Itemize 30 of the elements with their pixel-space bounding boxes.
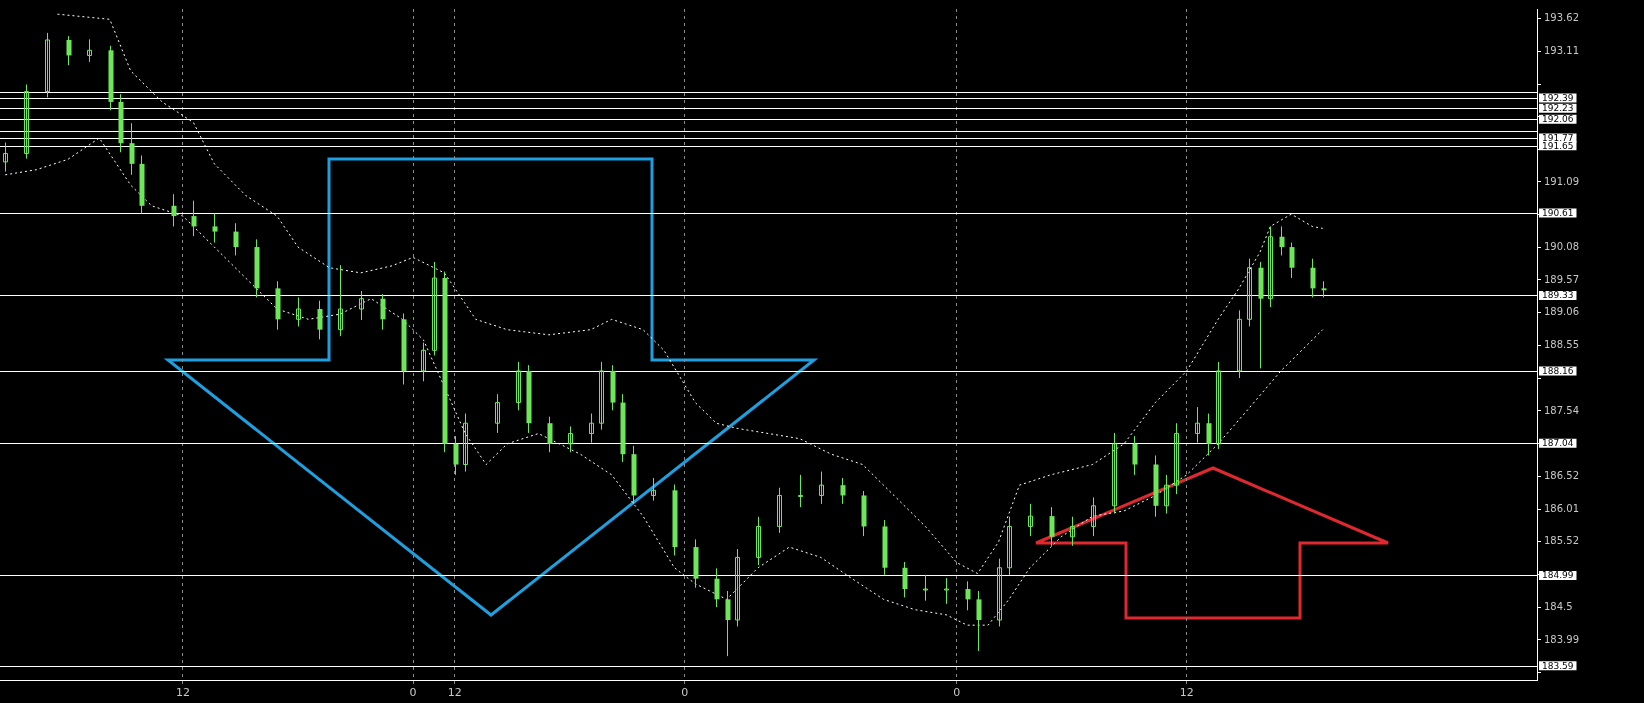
y-tick-label: 189.57 [1544,273,1579,285]
ref-line-label: 192.06 [1542,114,1574,125]
x-tick-label: 0 [409,686,417,700]
y-tick-label: 186.01 [1544,503,1579,515]
y-tick-label: 187.54 [1544,404,1579,416]
ref-line-label: 191.65 [1542,140,1574,151]
ref-line-label: 184.99 [1542,570,1574,581]
y-tick-label: 193.11 [1544,45,1579,57]
ref-line-label: 189.33 [1542,290,1574,301]
y-tick-label: 184.5 [1544,600,1573,612]
x-tick-label: 12 [175,686,190,700]
ref-line-label: 190.61 [1542,207,1574,218]
ref-line-label: 191.77 [1542,132,1574,143]
y-tick-label: 183.99 [1544,633,1579,645]
ref-line-label: 188.16 [1542,365,1574,376]
ref-line-label: 192.23 [1542,103,1574,114]
x-tick-label: 12 [1179,686,1194,700]
x-tick-label: 0 [681,686,689,700]
x-tick-label: 0 [953,686,961,700]
y-tick-label: 186.52 [1544,470,1579,482]
y-tick-label: 190.08 [1544,240,1579,252]
ref-line-label: 192.39 [1542,92,1574,103]
y-tick-label: 189.06 [1544,306,1579,318]
ref-line-label: 183.59 [1542,660,1574,671]
y-tick-label: 191.09 [1544,175,1579,187]
y-tick-label: 193.62 [1544,12,1579,24]
x-tick-label: 12 [447,686,462,700]
ref-line-label: 187.04 [1542,438,1574,449]
y-tick-label: 185.52 [1544,534,1579,546]
y-tick-label: 188.55 [1544,339,1579,351]
